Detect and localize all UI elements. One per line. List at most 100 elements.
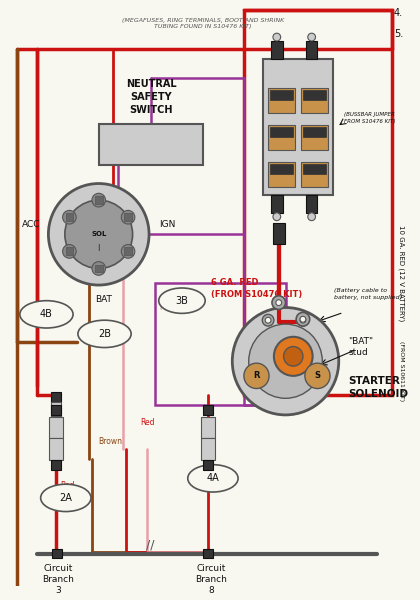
FancyBboxPatch shape <box>306 41 318 59</box>
Ellipse shape <box>159 288 205 313</box>
FancyBboxPatch shape <box>263 59 333 195</box>
Text: 4B: 4B <box>40 310 53 319</box>
Text: Brown: Brown <box>99 437 123 446</box>
Circle shape <box>305 363 330 389</box>
Circle shape <box>297 314 309 326</box>
FancyBboxPatch shape <box>124 247 132 255</box>
Text: "BAT"
stud: "BAT" stud <box>349 337 373 357</box>
FancyBboxPatch shape <box>51 392 61 402</box>
Text: 4A: 4A <box>207 473 219 484</box>
Text: SOL: SOL <box>91 231 106 237</box>
Circle shape <box>48 184 149 285</box>
Circle shape <box>273 33 281 41</box>
Circle shape <box>92 193 105 207</box>
FancyBboxPatch shape <box>50 439 63 460</box>
FancyBboxPatch shape <box>52 548 62 559</box>
Circle shape <box>121 245 135 258</box>
FancyBboxPatch shape <box>51 436 61 445</box>
FancyBboxPatch shape <box>51 422 61 436</box>
Circle shape <box>276 300 282 305</box>
Circle shape <box>244 363 269 389</box>
FancyBboxPatch shape <box>306 195 318 213</box>
Text: Red: Red <box>140 418 155 427</box>
Text: 3B: 3B <box>176 296 189 305</box>
FancyBboxPatch shape <box>95 196 102 204</box>
Circle shape <box>273 213 281 221</box>
Ellipse shape <box>20 301 73 328</box>
FancyBboxPatch shape <box>270 164 293 174</box>
Circle shape <box>65 200 133 268</box>
Circle shape <box>308 213 315 221</box>
Circle shape <box>121 211 135 224</box>
FancyBboxPatch shape <box>203 460 213 470</box>
Circle shape <box>274 337 312 376</box>
FancyBboxPatch shape <box>201 439 215 460</box>
Circle shape <box>63 211 76 224</box>
Text: (Battery cable to
battery, not supplied): (Battery cable to battery, not supplied) <box>334 288 402 299</box>
FancyBboxPatch shape <box>268 88 295 113</box>
Text: |: | <box>97 244 100 251</box>
FancyBboxPatch shape <box>51 402 61 416</box>
FancyBboxPatch shape <box>270 90 293 100</box>
FancyBboxPatch shape <box>270 127 293 137</box>
FancyBboxPatch shape <box>268 125 295 151</box>
Circle shape <box>92 262 105 275</box>
Text: NEUTRAL
SAFETY
SWITCH: NEUTRAL SAFETY SWITCH <box>126 79 176 115</box>
FancyBboxPatch shape <box>271 195 283 213</box>
FancyBboxPatch shape <box>301 162 328 187</box>
Circle shape <box>308 33 315 41</box>
FancyBboxPatch shape <box>51 460 61 470</box>
FancyBboxPatch shape <box>301 88 328 113</box>
FancyBboxPatch shape <box>50 417 63 439</box>
FancyBboxPatch shape <box>95 265 102 272</box>
Text: 2A: 2A <box>59 493 72 503</box>
FancyBboxPatch shape <box>124 214 132 221</box>
Circle shape <box>262 314 274 326</box>
Text: S: S <box>315 371 320 380</box>
Text: 2B: 2B <box>98 329 111 339</box>
Text: 4.: 4. <box>394 8 403 18</box>
Text: (MEGAFUSES, RING TERMINALS, BOOT AND SHRINK
TUBING FOUND IN S10476 KIT): (MEGAFUSES, RING TERMINALS, BOOT AND SHR… <box>122 17 284 29</box>
Text: Circuit
Branch
8: Circuit Branch 8 <box>195 564 227 595</box>
Circle shape <box>300 317 306 323</box>
FancyBboxPatch shape <box>273 223 285 244</box>
FancyBboxPatch shape <box>271 41 283 59</box>
FancyBboxPatch shape <box>303 164 326 174</box>
FancyBboxPatch shape <box>203 548 213 559</box>
Circle shape <box>284 347 303 366</box>
Text: 6 GA. RED
(FROM S10476 KIT): 6 GA. RED (FROM S10476 KIT) <box>211 278 302 299</box>
Text: R: R <box>253 371 260 380</box>
Circle shape <box>272 296 286 310</box>
FancyBboxPatch shape <box>303 90 326 100</box>
Ellipse shape <box>188 464 238 492</box>
Circle shape <box>296 313 310 326</box>
Circle shape <box>249 324 322 398</box>
Text: STARTER
SOLENOID: STARTER SOLENOID <box>349 376 408 399</box>
Text: 10 GA. RED (12 V BATTERY): 10 GA. RED (12 V BATTERY) <box>399 225 405 322</box>
Circle shape <box>63 245 76 258</box>
Text: BAT: BAT <box>95 295 112 304</box>
Text: (BUSSBAR JUMPER
FROM S10476 KIT): (BUSSBAR JUMPER FROM S10476 KIT) <box>344 112 395 124</box>
FancyBboxPatch shape <box>203 405 213 415</box>
FancyBboxPatch shape <box>51 416 61 422</box>
FancyBboxPatch shape <box>201 417 215 439</box>
Text: Pink: Pink <box>160 302 176 311</box>
Ellipse shape <box>41 484 91 512</box>
FancyBboxPatch shape <box>301 125 328 151</box>
Text: //: // <box>146 539 154 551</box>
Circle shape <box>265 317 271 323</box>
FancyBboxPatch shape <box>303 127 326 137</box>
Text: Red: Red <box>60 481 74 490</box>
Circle shape <box>232 308 339 415</box>
FancyBboxPatch shape <box>99 124 203 165</box>
Text: (FROM S10611 KIT): (FROM S10611 KIT) <box>399 341 404 401</box>
Ellipse shape <box>78 320 131 347</box>
FancyBboxPatch shape <box>66 214 73 221</box>
Text: IGN: IGN <box>159 220 175 229</box>
Text: ACC: ACC <box>22 220 41 229</box>
Circle shape <box>300 316 306 322</box>
Text: 5.: 5. <box>394 29 403 39</box>
Text: Circuit
Branch
3: Circuit Branch 3 <box>42 564 74 595</box>
FancyBboxPatch shape <box>268 162 295 187</box>
FancyBboxPatch shape <box>66 247 73 255</box>
